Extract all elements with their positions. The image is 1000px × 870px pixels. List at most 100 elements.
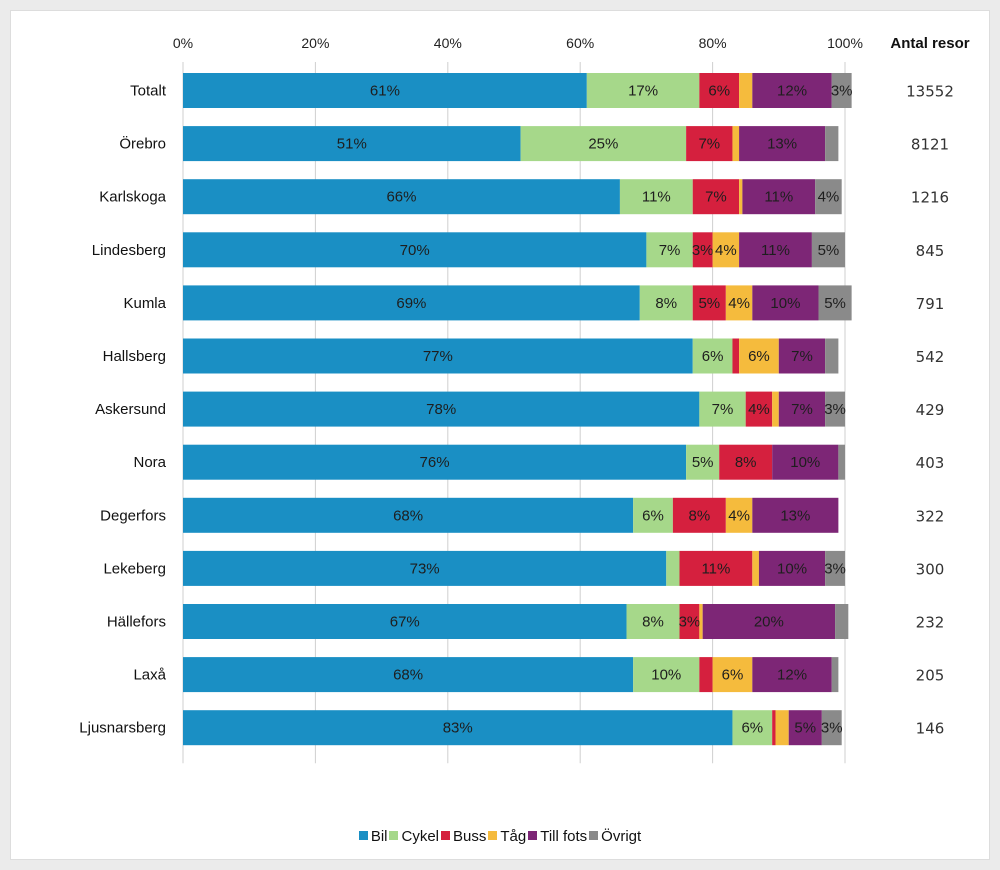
segment-data-label: 78% (426, 401, 456, 418)
bar-segment-bil (183, 179, 620, 215)
legend-label: Övrigt (601, 828, 642, 845)
bar-segment-övrigt (825, 391, 845, 427)
trip-count: 232 (916, 614, 945, 632)
bar-segment-tåg (775, 710, 789, 746)
segment-data-label: 8% (642, 614, 664, 631)
bar-segment-till-fots (772, 444, 839, 480)
category-label: Hällefors (107, 614, 166, 631)
segment-data-label: 7% (791, 348, 813, 365)
x-tick-label: 40% (434, 35, 462, 51)
segment-data-label: 73% (410, 560, 440, 577)
segment-data-label: 11% (701, 560, 730, 577)
bar-segment-tåg (752, 550, 759, 586)
bar-segment-buss (679, 550, 753, 586)
bar-segment-till-fots (758, 550, 826, 586)
bar-segment-cykel (520, 126, 687, 162)
category-label: Ljusnarsberg (79, 720, 166, 737)
category-label: Totalt (130, 83, 167, 100)
trip-count: 403 (916, 454, 945, 472)
segment-data-label: 4% (728, 295, 750, 312)
legend-swatch (389, 831, 399, 840)
segment-data-label: 4% (728, 507, 750, 524)
category-label: Askersund (95, 401, 166, 418)
bar-segment-övrigt (831, 657, 839, 693)
bar-segment-övrigt (811, 232, 845, 268)
trip-count: 146 (916, 720, 945, 738)
bar-segment-buss (772, 710, 776, 746)
segment-data-label: 67% (390, 614, 420, 631)
segment-data-label: 12% (777, 667, 807, 684)
trip-count: 13552 (906, 83, 954, 101)
segment-data-label: 68% (393, 667, 423, 684)
segment-data-label: 83% (443, 720, 473, 737)
bar-segment-tåg (739, 73, 753, 108)
bar-segment-till-fots (702, 604, 836, 639)
bar-segment-cykel (699, 391, 746, 427)
x-tick-label: 0% (173, 35, 193, 51)
bar-segment-övrigt (818, 285, 852, 321)
segment-data-label: 5% (698, 295, 720, 312)
bar-segment-tåg (772, 391, 779, 427)
chart-legend: Bil Cykel Buss Tåg Till fots Övrigt (0, 828, 1000, 845)
bar-segment-buss (745, 391, 773, 427)
category-label: Laxå (133, 667, 166, 684)
bar-segment-till-fots (752, 285, 819, 321)
segment-data-label: 51% (337, 136, 367, 153)
bar-segment-buss (672, 497, 726, 533)
bar-segment-övrigt (831, 73, 852, 108)
bar-segment-tåg (739, 338, 779, 374)
segment-data-label: 4% (748, 401, 770, 418)
bar-segment-bil (183, 391, 700, 427)
segment-data-label: 70% (400, 242, 430, 259)
legend-swatch (358, 831, 368, 840)
legend-item: Övrigt (589, 828, 641, 845)
segment-data-label: 6% (642, 507, 664, 524)
segment-data-label: 3% (824, 560, 846, 577)
segment-data-label: 7% (791, 401, 813, 418)
segment-data-label: 3% (824, 401, 846, 418)
category-label: Kumla (123, 295, 166, 312)
legend-item: Bil (358, 828, 387, 845)
bar-segment-cykel (646, 232, 693, 268)
category-label: Degerfors (100, 507, 166, 524)
trip-count: 429 (916, 401, 945, 419)
bar-segment-till-fots (739, 232, 812, 268)
segment-data-label: 5% (692, 454, 714, 471)
bar-segment-bil (183, 710, 733, 746)
segment-data-label: 25% (588, 136, 618, 153)
x-tick-label: 20% (301, 35, 329, 51)
segment-data-label: 69% (396, 295, 426, 312)
category-label: Lekeberg (103, 560, 166, 577)
segment-data-label: 20% (754, 614, 784, 631)
segment-data-label: 61% (370, 83, 400, 100)
x-tick-label: 100% (827, 35, 863, 51)
segment-data-label: 11% (764, 189, 793, 206)
segment-data-label: 12% (777, 83, 807, 100)
segment-data-label: 10% (770, 295, 800, 312)
segment-data-label: 17% (628, 83, 658, 100)
category-label: Nora (133, 454, 166, 471)
bar-segment-bil (183, 604, 627, 639)
segment-data-label: 5% (794, 720, 816, 737)
segment-data-label: 8% (735, 454, 757, 471)
legend-label: Till fots (540, 828, 588, 845)
bar-segment-cykel (619, 179, 693, 215)
bar-segment-övrigt (825, 338, 839, 374)
bar-segment-cykel (626, 604, 680, 639)
bar-segment-övrigt (821, 710, 842, 746)
segment-data-label: 11% (642, 189, 671, 206)
bar-segment-cykel (633, 657, 700, 693)
x-tick-label: 60% (566, 35, 594, 51)
bar-segment-cykel (692, 338, 733, 374)
segment-data-label: 6% (748, 348, 770, 365)
trip-count: 205 (916, 667, 945, 685)
segment-data-label: 66% (386, 189, 416, 206)
segment-data-label: 7% (659, 242, 681, 259)
bar-segment-cykel (633, 497, 673, 533)
bar-segment-buss (699, 73, 740, 108)
trip-count: 791 (916, 295, 945, 313)
bar-segment-tåg (725, 285, 753, 321)
segment-data-label: 11% (761, 242, 790, 259)
legend-swatch (488, 831, 498, 840)
segment-data-label: 13% (767, 136, 797, 153)
